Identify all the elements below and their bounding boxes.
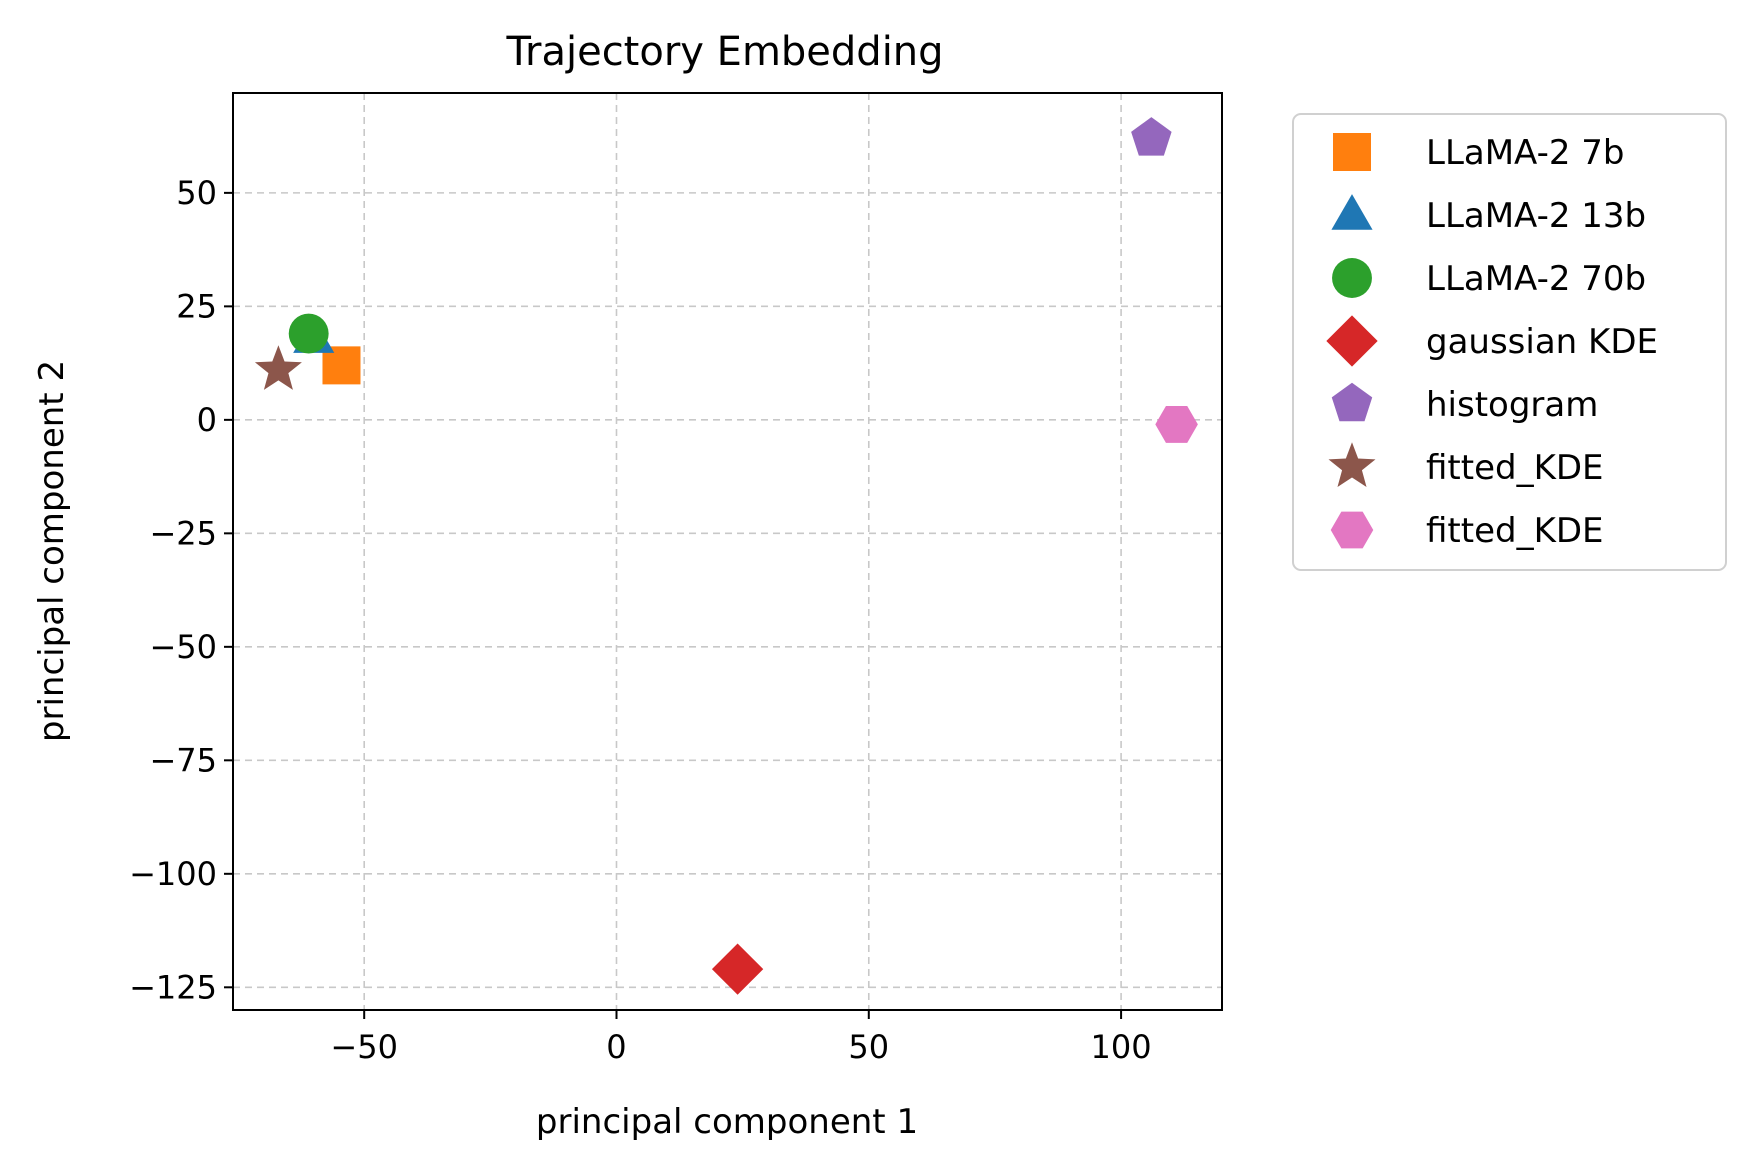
point-pentagon-4 [1131, 117, 1172, 156]
x-tick-label: 0 [606, 1028, 626, 1066]
y-axis-label: principal component 2 [32, 360, 72, 742]
legend-label: fitted_KDE [1426, 511, 1604, 551]
legend-label: gaussian KDE [1426, 322, 1658, 362]
legend-box [1292, 113, 1727, 571]
y-tick-label: 25 [176, 287, 217, 325]
legend-label: fitted_KDE [1426, 448, 1604, 488]
x-tick-label: 50 [848, 1028, 889, 1066]
legend-marker-square [1333, 133, 1371, 171]
y-tick-label: −100 [129, 855, 217, 893]
legend-marker-triangle [1331, 194, 1373, 230]
legend-label: LLaMA-2 13b [1426, 196, 1646, 236]
legend-marker-pentagon [1331, 382, 1373, 422]
y-tick-label: −50 [149, 628, 217, 666]
point-circle-2 [288, 313, 329, 354]
y-tick-label: −25 [149, 514, 217, 552]
point-star-5 [254, 345, 302, 390]
point-hexagon-6 [1155, 405, 1198, 443]
legend-label: LLaMA-2 70b [1426, 259, 1646, 299]
point-diamond-3 [711, 943, 764, 995]
legend-marker-hexagon [1330, 511, 1374, 549]
axis-ticks: −50 0 50 100 −125 −100 −75 −50 −25 0 25 50 [129, 174, 1152, 1066]
x-tick-label: 100 [1091, 1028, 1152, 1066]
legend: LLaMA-2 7b LLaMA-2 13b LLaMA-2 70b gaussian… [1292, 113, 1727, 571]
x-tick-label: −50 [330, 1028, 398, 1066]
y-tick-label: 50 [176, 174, 217, 212]
data-points [254, 117, 1198, 995]
legend-marker-diamond [1326, 315, 1378, 367]
grid-lines [233, 93, 1222, 1010]
legend-label: LLaMA-2 7b [1426, 133, 1625, 173]
legend-marker-circle [1332, 258, 1372, 298]
legend-marker-star [1328, 442, 1376, 487]
y-tick-label: −75 [149, 741, 217, 779]
y-tick-label: 0 [197, 401, 217, 439]
x-axis-label: principal component 1 [536, 1102, 918, 1142]
legend-label: histogram [1426, 385, 1598, 425]
y-tick-label: −125 [129, 968, 217, 1006]
chart-title: Trajectory Embedding [505, 29, 943, 75]
plot-frame [232, 92, 1223, 1011]
